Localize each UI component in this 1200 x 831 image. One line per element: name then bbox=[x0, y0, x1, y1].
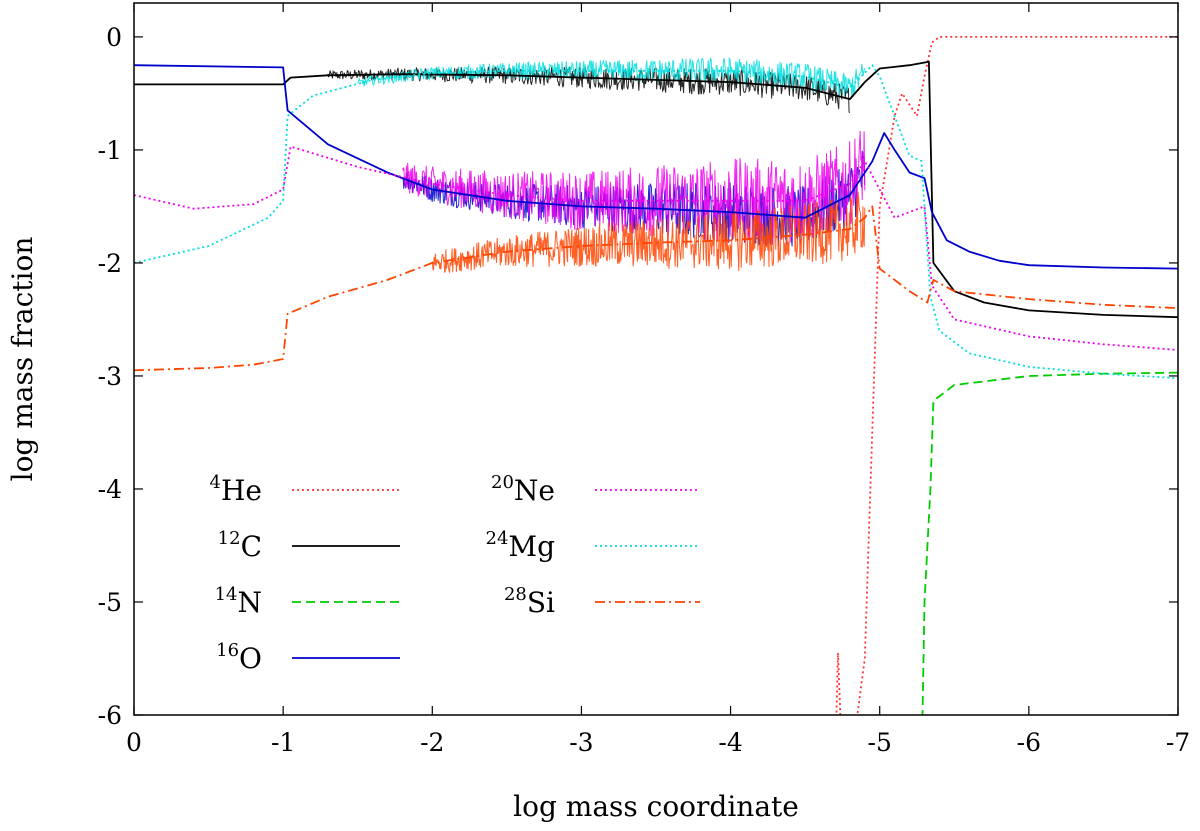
x-tick-label: -7 bbox=[1166, 728, 1190, 757]
plot-frame bbox=[133, 2, 1179, 716]
noise-layer bbox=[327, 56, 866, 274]
x-tick-label: -6 bbox=[1017, 728, 1041, 757]
x-tick-label: -5 bbox=[868, 728, 892, 757]
y-tick-label: 0 bbox=[106, 23, 122, 52]
x-tick-label: -2 bbox=[420, 728, 444, 757]
legend-label-24Mg: 24Mg bbox=[486, 528, 556, 563]
legend-label-20Ne: 20Ne bbox=[491, 472, 555, 507]
y-tick-label: -2 bbox=[98, 249, 122, 278]
y-tick-label: -6 bbox=[98, 701, 122, 730]
legend-label-16O: 16O bbox=[216, 640, 262, 675]
series-line-12C bbox=[134, 60, 1178, 319]
series-line-24Mg bbox=[134, 64, 1178, 380]
series-layer bbox=[134, 36, 1178, 715]
y-tick-label: -1 bbox=[98, 136, 122, 165]
legend-label-4He: 4He bbox=[210, 472, 262, 507]
series-line-28Si bbox=[134, 205, 1178, 372]
series-noise-28Si bbox=[431, 191, 866, 274]
y-tick-label: -4 bbox=[98, 475, 122, 504]
x-axis-label: log mass coordinate bbox=[513, 790, 799, 823]
x-tick-label: 0 bbox=[126, 728, 142, 757]
legend-label-28Si: 28Si bbox=[504, 584, 555, 619]
series-line-16O bbox=[134, 64, 1178, 270]
legend: 4He 12C 14N 16O 20Ne 24Mg 28Si bbox=[210, 472, 700, 675]
x-tick-label: -1 bbox=[271, 728, 295, 757]
ticks-layer: 0 -1 -2 -3 -4 -5 -6 -7 0 -1 -2 -3 -4 -5 -6 bbox=[98, 3, 1190, 757]
y-tick-label: -5 bbox=[98, 588, 122, 617]
x-tick-label: -4 bbox=[718, 728, 742, 757]
series-line-14N bbox=[921, 371, 1178, 715]
legend-label-12C: 12C bbox=[218, 528, 262, 563]
x-tick-label: -3 bbox=[569, 728, 593, 757]
y-axis-label: log mass fraction bbox=[6, 237, 39, 482]
y-tick-label: -3 bbox=[98, 362, 122, 391]
series-line-4He bbox=[835, 36, 1178, 715]
legend-label-14N: 14N bbox=[215, 584, 262, 619]
